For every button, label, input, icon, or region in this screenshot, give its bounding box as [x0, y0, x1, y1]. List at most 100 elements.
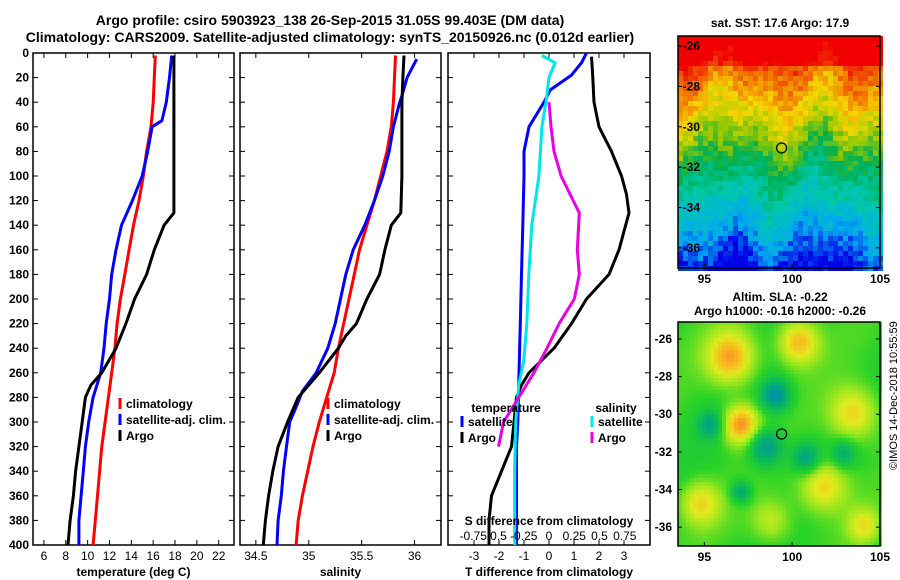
sla-cell [802, 342, 806, 346]
sla-cell [774, 410, 778, 414]
sla-cell [798, 418, 802, 422]
sla-cell [818, 398, 822, 402]
sst-cell [743, 196, 748, 201]
sst-cell [848, 236, 853, 241]
sla-cell [826, 402, 830, 406]
sla-cell [722, 346, 726, 350]
sla-cell [690, 354, 694, 358]
sla-cell [710, 526, 714, 530]
sla-cell [714, 526, 718, 530]
sla-cell [846, 378, 850, 382]
sla-cell [818, 498, 822, 502]
sla-cell [818, 346, 822, 350]
sst-cell [803, 221, 808, 226]
sla-cell [774, 530, 778, 534]
sst-cell [733, 176, 738, 181]
sst-cell [768, 236, 773, 241]
sst-cell [723, 231, 728, 236]
sst-cell [843, 126, 848, 131]
sla-cell [726, 498, 730, 502]
sla-cell [686, 482, 690, 486]
title-line-1: Argo profile: csiro 5903923_138 26-Sep-2… [95, 12, 565, 28]
sst-cell [688, 101, 693, 106]
x-tick-label: 0 [546, 549, 553, 563]
sla-cell [762, 426, 766, 430]
sst-cell [723, 151, 728, 156]
sst-cell [768, 91, 773, 96]
sst-cell [708, 61, 713, 66]
sla-cell [690, 494, 694, 498]
sla-cell [810, 422, 814, 426]
sla-cell [770, 478, 774, 482]
sla-cell [718, 498, 722, 502]
sla-cell [786, 474, 790, 478]
sla-cell [862, 398, 866, 402]
sla-cell [866, 494, 870, 498]
sst-cell [828, 91, 833, 96]
sst-cell [843, 51, 848, 56]
sla-cell [714, 374, 718, 378]
sst-cell [808, 96, 813, 101]
sla-cell [766, 490, 770, 494]
sla-cell [750, 502, 754, 506]
sla-cell [846, 366, 850, 370]
sst-cell [828, 226, 833, 231]
sst-cell [798, 221, 803, 226]
sst-cell [733, 216, 738, 221]
sla-cell [874, 370, 878, 374]
sst-cell [803, 131, 808, 136]
sla-cell [738, 478, 742, 482]
sst-cell [748, 146, 753, 151]
sla-cell [842, 442, 846, 446]
sst-cell [848, 226, 853, 231]
sla-cell [842, 518, 846, 522]
sla-cell [758, 458, 762, 462]
sla-cell [838, 418, 842, 422]
sst-cell [678, 101, 683, 106]
sst-cell [713, 51, 718, 56]
sla-cell [754, 382, 758, 386]
sla-cell [746, 426, 750, 430]
sst-cell [748, 121, 753, 126]
sst-cell [738, 56, 743, 61]
sst-cell [778, 111, 783, 116]
sst-cell [863, 36, 868, 41]
sla-cell [866, 526, 870, 530]
sla-cell [762, 414, 766, 418]
sst-cell [733, 101, 738, 106]
sla-cell [682, 450, 686, 454]
sst-cell [743, 226, 748, 231]
sst-cell [868, 56, 873, 61]
sst-cell [808, 246, 813, 251]
sla-cell [746, 458, 750, 462]
sla-cell [806, 462, 810, 466]
sst-cell [748, 221, 753, 226]
sst-cell [728, 216, 733, 221]
sla-cell [690, 434, 694, 438]
sst-cell [768, 176, 773, 181]
sst-lon-label: 105 [870, 272, 890, 286]
sst-cell [803, 46, 808, 51]
sla-cell [690, 458, 694, 462]
sla-cell [742, 418, 746, 422]
sla-cell [822, 478, 826, 482]
sla-cell [690, 414, 694, 418]
sst-cell [853, 231, 858, 236]
sla-cell [778, 322, 782, 326]
sla-cell [818, 354, 822, 358]
sla-cell [730, 358, 734, 362]
sla-cell [834, 450, 838, 454]
sst-cell [793, 221, 798, 226]
sst-cell [823, 171, 828, 176]
sst-cell [783, 151, 788, 156]
sla-cell [686, 394, 690, 398]
sst-cell [798, 171, 803, 176]
sst-cell [823, 111, 828, 116]
sla-cell [850, 490, 854, 494]
sla-cell [870, 434, 874, 438]
sst-cell [678, 256, 683, 261]
sst-cell [768, 171, 773, 176]
sla-cell [870, 354, 874, 358]
sst-cell [793, 196, 798, 201]
sst-cell [858, 176, 863, 181]
